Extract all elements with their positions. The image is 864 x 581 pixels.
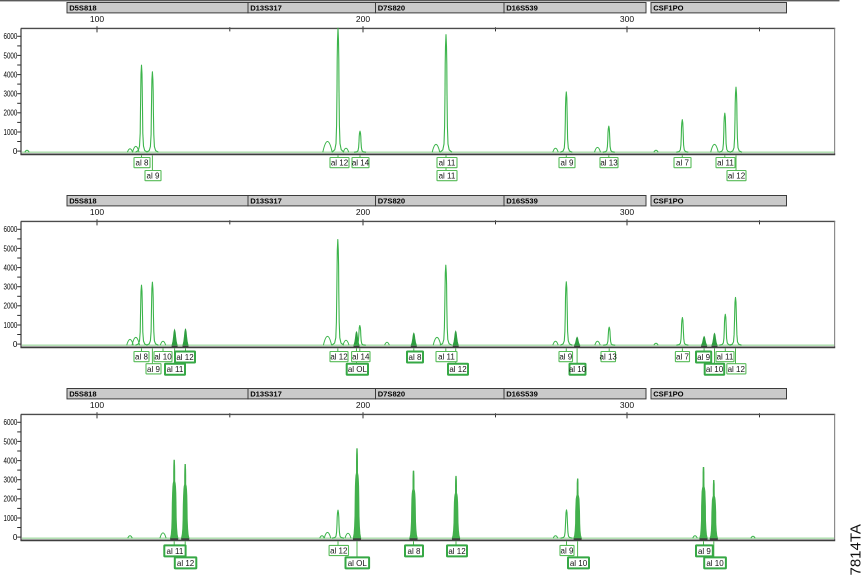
svg-text:3000: 3000 bbox=[4, 90, 18, 99]
svg-text:al 11: al 11 bbox=[717, 159, 734, 168]
svg-text:al 11: al 11 bbox=[439, 172, 456, 181]
svg-text:200: 200 bbox=[356, 207, 370, 217]
svg-text:al 10: al 10 bbox=[706, 365, 724, 374]
svg-text:D5S818: D5S818 bbox=[69, 4, 96, 13]
svg-text:200: 200 bbox=[356, 400, 370, 410]
svg-text:0: 0 bbox=[13, 147, 18, 156]
svg-text:2000: 2000 bbox=[4, 109, 18, 118]
svg-text:6000: 6000 bbox=[4, 32, 18, 41]
svg-text:al 11: al 11 bbox=[439, 159, 456, 168]
svg-text:al 11: al 11 bbox=[167, 365, 184, 374]
svg-text:1000: 1000 bbox=[4, 128, 18, 137]
svg-text:4000: 4000 bbox=[4, 71, 18, 80]
svg-text:al 7: al 7 bbox=[676, 159, 689, 168]
svg-text:100: 100 bbox=[90, 400, 104, 410]
svg-text:al 9: al 9 bbox=[698, 547, 711, 556]
svg-text:al 12: al 12 bbox=[331, 159, 349, 168]
svg-text:D5S818: D5S818 bbox=[69, 390, 96, 399]
svg-text:6000: 6000 bbox=[4, 418, 18, 427]
svg-text:3000: 3000 bbox=[4, 476, 18, 485]
svg-text:al 8: al 8 bbox=[409, 353, 422, 362]
svg-text:al 9: al 9 bbox=[147, 172, 160, 181]
svg-text:2000: 2000 bbox=[4, 495, 18, 504]
svg-text:al 13: al 13 bbox=[600, 353, 618, 362]
svg-text:al 12: al 12 bbox=[330, 547, 348, 556]
svg-text:CSF1PO: CSF1PO bbox=[653, 4, 683, 13]
svg-text:1000: 1000 bbox=[4, 514, 18, 523]
svg-text:D5S818: D5S818 bbox=[69, 197, 96, 206]
svg-text:4000: 4000 bbox=[4, 264, 18, 273]
svg-text:7814TA: 7814TA bbox=[848, 524, 864, 575]
svg-text:al 9: al 9 bbox=[559, 353, 572, 362]
svg-text:D13S317: D13S317 bbox=[250, 390, 282, 399]
svg-text:CSF1PO: CSF1PO bbox=[653, 390, 683, 399]
svg-text:D13S317: D13S317 bbox=[250, 197, 282, 206]
svg-text:al OL: al OL bbox=[348, 365, 368, 374]
svg-text:al 12: al 12 bbox=[177, 559, 195, 568]
svg-text:D7S820: D7S820 bbox=[378, 390, 405, 399]
svg-text:al 12: al 12 bbox=[448, 547, 466, 556]
svg-text:D16S539: D16S539 bbox=[506, 197, 538, 206]
svg-text:al 9: al 9 bbox=[561, 547, 574, 556]
svg-text:al 12: al 12 bbox=[728, 172, 746, 181]
svg-text:al 10: al 10 bbox=[706, 559, 724, 568]
svg-text:al 14: al 14 bbox=[352, 353, 370, 362]
svg-text:300: 300 bbox=[620, 207, 634, 217]
svg-text:al 8: al 8 bbox=[136, 159, 149, 168]
svg-text:al 9: al 9 bbox=[697, 353, 710, 362]
svg-text:al 9: al 9 bbox=[147, 365, 160, 374]
svg-text:al OL: al OL bbox=[348, 559, 368, 568]
svg-text:4000: 4000 bbox=[4, 457, 18, 466]
svg-text:al 11: al 11 bbox=[167, 547, 184, 556]
svg-text:3000: 3000 bbox=[4, 283, 18, 292]
svg-text:0: 0 bbox=[13, 533, 18, 542]
svg-text:CSF1PO: CSF1PO bbox=[653, 197, 683, 206]
svg-text:D7S820: D7S820 bbox=[378, 4, 405, 13]
svg-text:al 10: al 10 bbox=[569, 365, 587, 374]
svg-text:D7S820: D7S820 bbox=[378, 197, 405, 206]
svg-text:6000: 6000 bbox=[4, 225, 18, 234]
svg-text:300: 300 bbox=[620, 14, 634, 24]
svg-text:2000: 2000 bbox=[4, 302, 18, 311]
svg-text:al 8: al 8 bbox=[408, 547, 421, 556]
svg-text:100: 100 bbox=[90, 207, 104, 217]
svg-text:al 9: al 9 bbox=[561, 159, 574, 168]
svg-text:al 12: al 12 bbox=[330, 353, 348, 362]
svg-text:al 11: al 11 bbox=[438, 353, 455, 362]
svg-text:al 12: al 12 bbox=[449, 365, 467, 374]
svg-text:5000: 5000 bbox=[4, 437, 18, 446]
svg-text:D16S539: D16S539 bbox=[506, 4, 538, 13]
svg-text:1000: 1000 bbox=[4, 321, 18, 330]
svg-text:D13S317: D13S317 bbox=[250, 4, 282, 13]
svg-text:5000: 5000 bbox=[4, 51, 18, 60]
svg-text:0: 0 bbox=[13, 340, 18, 349]
svg-text:al 11: al 11 bbox=[717, 353, 734, 362]
svg-text:al 7: al 7 bbox=[676, 353, 689, 362]
svg-text:al 12: al 12 bbox=[176, 353, 194, 362]
svg-text:D16S539: D16S539 bbox=[506, 390, 538, 399]
svg-text:al 14: al 14 bbox=[352, 159, 370, 168]
svg-text:100: 100 bbox=[90, 14, 104, 24]
svg-text:al 8: al 8 bbox=[135, 353, 148, 362]
svg-text:al 10: al 10 bbox=[154, 353, 172, 362]
svg-text:200: 200 bbox=[356, 14, 370, 24]
svg-text:al 12: al 12 bbox=[728, 365, 746, 374]
svg-text:300: 300 bbox=[620, 400, 634, 410]
svg-text:al 13: al 13 bbox=[600, 159, 618, 168]
svg-text:al 10: al 10 bbox=[570, 559, 588, 568]
svg-text:5000: 5000 bbox=[4, 244, 18, 253]
